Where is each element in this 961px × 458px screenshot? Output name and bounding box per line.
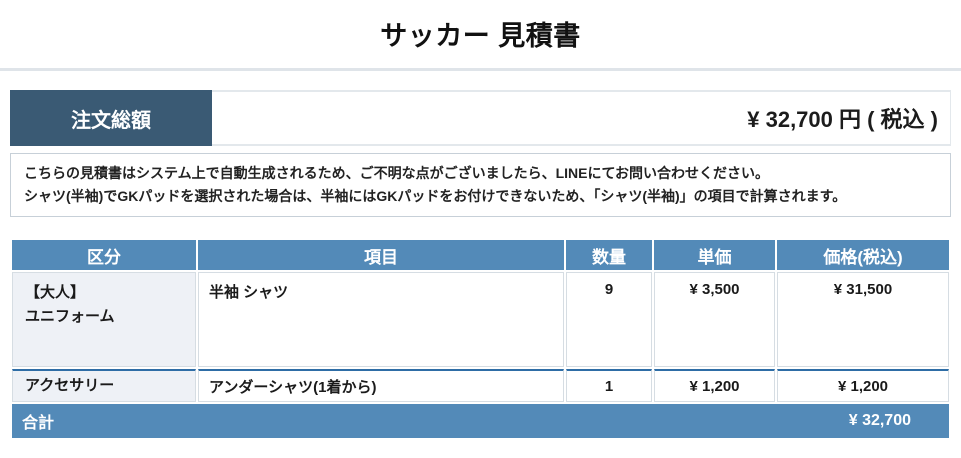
notice-box: こちらの見積書はシステム上で自動生成されるため、ご不明な点がございましたら、LI… <box>10 153 951 217</box>
table-row: 【大人】 ユニフォーム 半袖 シャツ 9 ¥ 3,500 ¥ 31,500 <box>12 272 949 367</box>
table-header-row: 区分 項目 数量 単価 価格(税込) <box>12 240 949 270</box>
table-total-row: 合計 ¥ 32,700 <box>12 404 949 438</box>
col-header-item: 項目 <box>198 240 564 270</box>
cell-category: アクセサリー <box>12 369 196 402</box>
col-header-unit-price: 単価 <box>654 240 775 270</box>
cell-unit-price: ¥ 3,500 <box>654 272 775 367</box>
cell-quantity: 9 <box>566 272 652 367</box>
col-header-category: 区分 <box>12 240 196 270</box>
notice-line-2: シャツ(半袖)でGKパッドを選択された場合は、半袖にはGKパッドをお付けできない… <box>24 188 847 204</box>
col-header-price: 価格(税込) <box>777 240 949 270</box>
table-row: アクセサリー アンダーシャツ(1着から) 1 ¥ 1,200 ¥ 1,200 <box>12 369 949 402</box>
cell-price: ¥ 31,500 <box>777 272 949 367</box>
title-divider <box>0 68 961 71</box>
cell-category: 【大人】 ユニフォーム <box>12 272 196 367</box>
cell-quantity: 1 <box>566 369 652 402</box>
total-amount: ¥ 32,700 <box>848 412 911 429</box>
quote-table: 区分 項目 数量 単価 価格(税込) 【大人】 ユニフォーム 半袖 シャツ 9 … <box>10 238 951 440</box>
col-header-quantity: 数量 <box>566 240 652 270</box>
notice-line-1: こちらの見積書はシステム上で自動生成されるため、ご不明な点がございましたら、LI… <box>24 165 770 181</box>
cell-item: アンダーシャツ(1着から) <box>198 369 564 402</box>
cell-price: ¥ 1,200 <box>777 369 949 402</box>
order-total-amount: ¥ 32,700 円 ( 税込 ) <box>212 90 951 146</box>
order-total-band: 注文総額 ¥ 32,700 円 ( 税込 ) <box>10 90 951 146</box>
order-total-label: 注文総額 <box>10 90 212 146</box>
cell-unit-price: ¥ 1,200 <box>654 369 775 402</box>
page-title: サッカー 見積書 <box>380 21 581 51</box>
total-label: 合計 <box>22 415 55 432</box>
cell-item: 半袖 シャツ <box>198 272 564 367</box>
total-inner: 合計 ¥ 32,700 <box>12 404 949 438</box>
